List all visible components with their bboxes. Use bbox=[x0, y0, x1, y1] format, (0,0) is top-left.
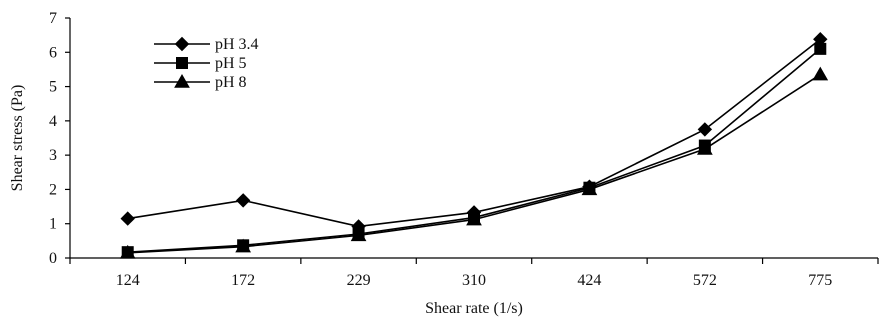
legend-item-ph-8: pH 8 bbox=[154, 73, 247, 91]
x-axis-ticks: 124 172 229 310 424 572 775 bbox=[69, 258, 879, 289]
y-axis-title: Shear stress (Pa) bbox=[9, 85, 26, 192]
data-point-ph-3-4 bbox=[120, 211, 135, 226]
chart-axes bbox=[69, 18, 878, 259]
x-tick-label: 424 bbox=[577, 272, 601, 289]
data-point-ph-3-4 bbox=[697, 122, 713, 137]
legend-item-ph-5: pH 5 bbox=[154, 55, 247, 72]
x-tick-label: 229 bbox=[347, 272, 371, 289]
data-point-ph-3-4 bbox=[235, 193, 251, 208]
data-point-ph-8 bbox=[350, 227, 367, 242]
x-tick-label: 572 bbox=[693, 272, 717, 289]
data-point-ph-8 bbox=[235, 238, 252, 253]
data-point-ph-8 bbox=[696, 140, 713, 155]
data-point-ph-5 bbox=[814, 42, 827, 55]
y-tick-label: 3 bbox=[49, 147, 57, 164]
y-axis-ticks: 0 1 2 3 4 5 6 7 bbox=[49, 10, 70, 267]
x-tick-label: 775 bbox=[808, 272, 832, 289]
series-line-ph-8 bbox=[127, 73, 821, 254]
legend-label: pH 3.4 bbox=[215, 36, 259, 53]
x-axis-title: Shear rate (1/s) bbox=[425, 300, 523, 317]
y-tick-label: 5 bbox=[49, 79, 57, 96]
legend-marker-triangle bbox=[174, 73, 190, 88]
legend-marker-diamond bbox=[174, 36, 190, 52]
x-tick-label: 172 bbox=[231, 272, 255, 289]
y-tick-label: 1 bbox=[49, 216, 57, 233]
y-tick-label: 6 bbox=[49, 44, 57, 61]
x-tick-label: 124 bbox=[116, 272, 140, 289]
y-tick-label: 4 bbox=[49, 113, 57, 130]
data-point-ph-8 bbox=[581, 181, 598, 196]
data-point-ph-8 bbox=[119, 244, 136, 259]
y-tick-label: 0 bbox=[49, 250, 57, 267]
legend: pH 3.4 pH 5 pH 8 bbox=[154, 36, 259, 91]
y-tick-label: 2 bbox=[49, 181, 57, 198]
series-markers bbox=[119, 32, 829, 259]
legend-item-ph-3-4: pH 3.4 bbox=[154, 36, 259, 53]
legend-label: pH 5 bbox=[215, 55, 247, 72]
x-tick-label: 310 bbox=[462, 272, 486, 289]
legend-label: pH 8 bbox=[215, 74, 247, 91]
y-tick-label: 7 bbox=[49, 10, 57, 27]
data-point-ph-8 bbox=[812, 66, 829, 81]
data-point-ph-8 bbox=[466, 211, 482, 226]
legend-marker-square bbox=[176, 57, 188, 69]
